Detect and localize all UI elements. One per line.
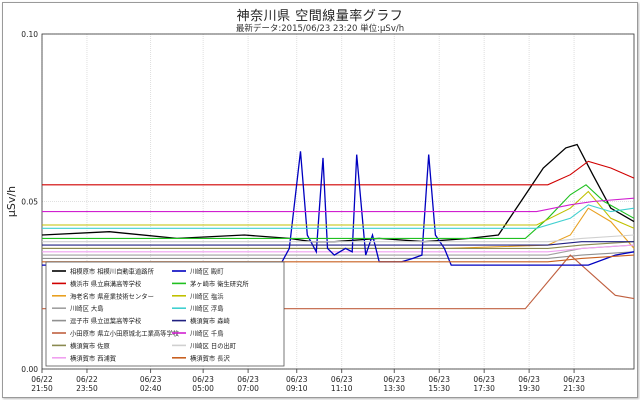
x-tick-label-time: 07:00 bbox=[237, 384, 259, 393]
x-tick-label-date: 06/22 bbox=[31, 375, 53, 384]
x-tick-label-date: 06/23 bbox=[192, 375, 214, 384]
y-tick-label: 0.05 bbox=[21, 198, 38, 207]
x-tick-label-date: 06/23 bbox=[473, 375, 495, 384]
x-tick-label-time: 15:30 bbox=[428, 384, 450, 393]
y-axis-label: μSv/h bbox=[5, 186, 18, 217]
legend-label: 横浜市 県立麻溝高等学校 bbox=[70, 279, 142, 288]
x-tick-label-date: 06/23 bbox=[428, 375, 450, 384]
x-tick-label-date: 06/22 bbox=[76, 375, 98, 384]
legend-label: 相模原市 相模川自動車道路所 bbox=[70, 267, 155, 276]
x-tick-label-date: 06/23 bbox=[563, 375, 585, 384]
legend-label: 川崎区 大島 bbox=[70, 304, 104, 313]
legend-label: 川崎区 浮島 bbox=[190, 304, 224, 313]
x-tick-label-time: 21:50 bbox=[31, 384, 53, 393]
y-tick-label: 0.00 bbox=[21, 365, 38, 374]
series-line-8 bbox=[42, 244, 635, 253]
x-tick-label-date: 06/23 bbox=[140, 375, 162, 384]
legend-box bbox=[45, 261, 285, 367]
legend-label: 川崎区 殿町 bbox=[190, 267, 224, 276]
x-tick-label-date: 06/23 bbox=[518, 375, 540, 384]
legend-label: 川崎区 日の出町 bbox=[190, 341, 237, 350]
series-line-13 bbox=[42, 241, 634, 246]
series-line-12 bbox=[42, 204, 635, 229]
x-tick-label-time: 17:30 bbox=[473, 384, 495, 393]
x-tick-label-time: 02:40 bbox=[140, 384, 162, 393]
legend-label: 横須賀市 長沢 bbox=[190, 353, 230, 362]
chart-title: 神奈川県 空間線量率グラフ bbox=[236, 9, 404, 24]
x-tick-label-time: 19:30 bbox=[518, 384, 540, 393]
series-line-2 bbox=[42, 160, 635, 186]
y-tick-label: 0.10 bbox=[21, 30, 38, 39]
legend-label: 川崎区 千鳥 bbox=[190, 329, 224, 338]
legend-label: 小田原市 県立小田原城北工業高等学校 bbox=[70, 329, 180, 338]
x-tick-label-time: 05:00 bbox=[192, 384, 214, 393]
legend-label: 川崎区 塩浜 bbox=[190, 291, 224, 300]
series-line-14 bbox=[42, 197, 635, 213]
legend-label: 横須賀市 佐原 bbox=[70, 341, 110, 350]
series-line-9 bbox=[42, 151, 635, 266]
x-tick-label-time: 13:30 bbox=[383, 384, 405, 393]
x-tick-label-time: 23:50 bbox=[76, 384, 98, 393]
x-tick-label-time: 21:30 bbox=[563, 384, 585, 393]
series-line-5 bbox=[42, 251, 635, 259]
legend-label: 茅ヶ崎市 衛生研究所 bbox=[190, 279, 249, 288]
legend-label: 横須賀市 森崎 bbox=[190, 316, 230, 325]
x-tick-label-time: 09:10 bbox=[286, 384, 308, 393]
x-tick-label-date: 06/23 bbox=[286, 375, 308, 384]
x-tick-label-date: 06/23 bbox=[237, 375, 259, 384]
series-line-1 bbox=[41, 143, 635, 243]
series-line-15 bbox=[42, 234, 635, 243]
chart-subtitle: 最新データ:2015/06/23 23:20 単位:μSv/h bbox=[235, 24, 405, 34]
x-tick-label-date: 06/23 bbox=[383, 375, 405, 384]
legend-label: 横須賀市 西浦賀 bbox=[70, 353, 116, 362]
series-line-7 bbox=[42, 241, 635, 249]
x-tick-label-time: 11:10 bbox=[331, 384, 353, 393]
x-tick-label-date: 06/23 bbox=[331, 375, 353, 384]
legend-label: 逗子市 県立逗葉高等学校 bbox=[70, 316, 142, 325]
legend-label: 海老名市 県産業技術センター bbox=[70, 291, 154, 300]
plot-border bbox=[41, 33, 635, 370]
